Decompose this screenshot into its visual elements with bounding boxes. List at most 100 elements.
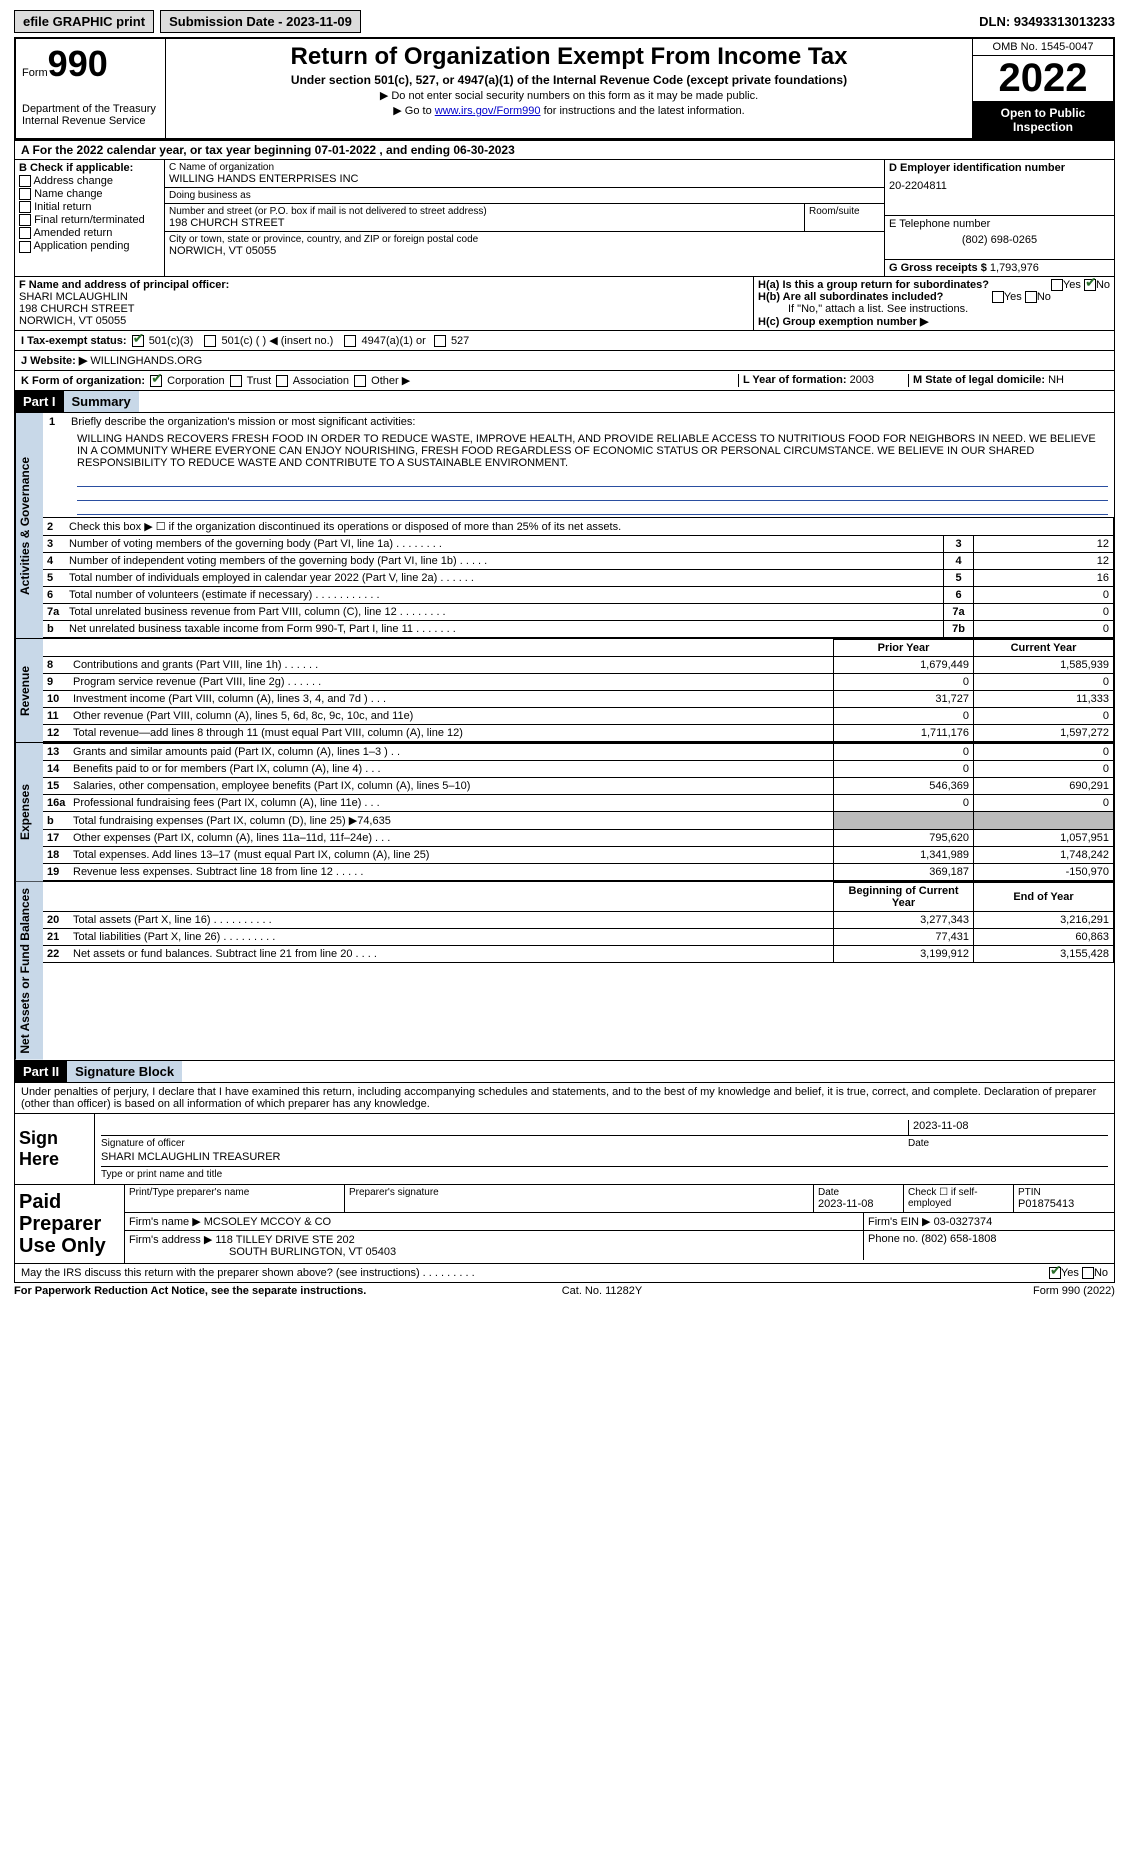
org-name-label: C Name of organization	[169, 162, 880, 173]
firm-ein: 03-0327374	[934, 1216, 993, 1228]
sig-date: 2023-11-08	[908, 1120, 1108, 1135]
row-a-tax-year: A For the 2022 calendar year, or tax yea…	[14, 140, 1115, 160]
col-h-group: H(a) Is this a group return for subordin…	[754, 277, 1114, 330]
sign-here-label: Sign Here	[15, 1114, 95, 1184]
vtab-expenses: Expenses	[15, 743, 43, 881]
efile-button[interactable]: efile GRAPHIC print	[14, 10, 154, 33]
row-j-website: J Website: ▶ WILLINGHANDS.ORG	[14, 351, 1115, 371]
sig-name-label: Type or print name and title	[101, 1169, 1108, 1180]
form-label: Form	[22, 67, 48, 79]
chk-address-change[interactable]: Address change	[19, 175, 160, 187]
table-row: 21Total liabilities (Part X, line 26) . …	[43, 929, 1114, 946]
gross-label: G Gross receipts $	[889, 262, 987, 274]
room-label: Room/suite	[809, 206, 880, 217]
col-c-org-info: C Name of organization WILLING HANDS ENT…	[165, 160, 884, 276]
table-row: 5Total number of individuals employed in…	[43, 570, 1114, 587]
part2-title: Signature Block	[67, 1061, 182, 1082]
note-link: ▶ Go to www.irs.gov/Form990 for instruct…	[172, 104, 966, 117]
officer-addr1: 198 CHURCH STREET	[19, 303, 749, 315]
hc-label: H(c) Group exemption number ▶	[758, 315, 1110, 328]
table-row: 19Revenue less expenses. Subtract line 1…	[43, 864, 1114, 881]
table-row: 22Net assets or fund balances. Subtract …	[43, 946, 1114, 963]
b-label: B Check if applicable:	[19, 162, 160, 174]
vtab-activities: Activities & Governance	[15, 413, 43, 638]
ein-value: 20-2204811	[889, 180, 1110, 192]
chk-discuss-no[interactable]	[1082, 1267, 1094, 1279]
org-name: WILLING HANDS ENTERPRISES INC	[169, 173, 880, 185]
sig-name: SHARI MCLAUGHLIN TREASURER	[101, 1151, 281, 1166]
chk-name-change[interactable]: Name change	[19, 188, 160, 200]
table-row: 3Number of voting members of the governi…	[43, 536, 1114, 553]
city: NORWICH, VT 05055	[169, 245, 880, 257]
dln: DLN: 93493313013233	[979, 14, 1115, 29]
table-row: 7aTotal unrelated business revenue from …	[43, 604, 1114, 621]
chk-other[interactable]	[354, 375, 366, 387]
table-row: bNet unrelated business taxable income f…	[43, 621, 1114, 638]
row-i-tax-status: I Tax-exempt status: 501(c)(3) 501(c) ( …	[14, 331, 1115, 351]
form-title: Return of Organization Exempt From Incom…	[172, 43, 966, 71]
firm-addr: 118 TILLEY DRIVE STE 202	[215, 1234, 354, 1246]
part1-hdr: Part I	[15, 391, 64, 412]
footer-discuss: May the IRS discuss this return with the…	[14, 1264, 1115, 1283]
irs-link[interactable]: www.irs.gov/Form990	[435, 105, 541, 117]
dba-label: Doing business as	[169, 190, 880, 201]
header-right: OMB No. 1545-0047 2022 Open to Public In…	[973, 39, 1113, 138]
table-row: 20Total assets (Part X, line 16) . . . .…	[43, 912, 1114, 929]
chk-501c3[interactable]	[132, 335, 144, 347]
chk-501c[interactable]	[204, 335, 216, 347]
part2-hdr: Part II	[15, 1061, 67, 1082]
city-label: City or town, state or province, country…	[169, 234, 880, 245]
addr-label: Number and street (or P.O. box if mail i…	[169, 206, 800, 217]
table-row: 13Grants and similar amounts paid (Part …	[43, 744, 1114, 761]
chk-discuss-yes[interactable]	[1049, 1267, 1061, 1279]
chk-final-return[interactable]: Final return/terminated	[19, 214, 160, 226]
ptin: P01875413	[1018, 1198, 1110, 1210]
col-b-checkboxes: B Check if applicable: Address change Na…	[15, 160, 165, 276]
form-number-box: Form990 Department of the Treasury Inter…	[16, 39, 166, 138]
col-f-officer: F Name and address of principal officer:…	[15, 277, 754, 330]
table-row: 18Total expenses. Add lines 13–17 (must …	[43, 847, 1114, 864]
header-center: Return of Organization Exempt From Incom…	[166, 39, 973, 138]
table-row: 8Contributions and grants (Part VIII, li…	[43, 657, 1114, 674]
ein-label: D Employer identification number	[889, 162, 1110, 174]
submission-date: Submission Date - 2023-11-09	[160, 10, 361, 33]
note-ssn: ▶ Do not enter social security numbers o…	[172, 89, 966, 102]
ha-label: H(a) Is this a group return for subordin…	[758, 279, 989, 291]
chk-assoc[interactable]	[276, 375, 288, 387]
prep-date: 2023-11-08	[818, 1198, 899, 1210]
chk-trust[interactable]	[230, 375, 242, 387]
sig-date-label: Date	[908, 1138, 1108, 1149]
tax-year: 2022	[973, 56, 1113, 102]
table-row: 14Benefits paid to or for members (Part …	[43, 761, 1114, 778]
table-row: 2Check this box ▶ ☐ if the organization …	[43, 518, 1114, 536]
chk-amended[interactable]: Amended return	[19, 227, 160, 239]
h-note: If "No," attach a list. See instructions…	[758, 303, 1110, 315]
table-row: 12Total revenue—add lines 8 through 11 (…	[43, 725, 1114, 742]
phone-label: E Telephone number	[889, 218, 1110, 230]
form-990: 990	[48, 43, 108, 84]
table-row: 11Other revenue (Part VIII, column (A), …	[43, 708, 1114, 725]
cat-no: Cat. No. 11282Y	[562, 1285, 643, 1297]
chk-4947[interactable]	[344, 335, 356, 347]
table-row: 4Number of independent voting members of…	[43, 553, 1114, 570]
table-row: 15Salaries, other compensation, employee…	[43, 778, 1114, 795]
f-label: F Name and address of principal officer:	[19, 279, 749, 291]
chk-initial-return[interactable]: Initial return	[19, 201, 160, 213]
chk-527[interactable]	[434, 335, 446, 347]
table-row: bTotal fundraising expenses (Part IX, co…	[43, 812, 1114, 830]
chk-corp[interactable]	[150, 375, 162, 387]
phone-value: (802) 698-0265	[889, 234, 1110, 246]
firm-name: MCSOLEY MCCOY & CO	[204, 1216, 331, 1228]
vtab-revenue: Revenue	[15, 639, 43, 742]
q1-text: Briefly describe the organization's miss…	[71, 416, 415, 428]
form-subtitle: Under section 501(c), 527, or 4947(a)(1)…	[172, 73, 966, 87]
officer-addr2: NORWICH, VT 05055	[19, 315, 749, 327]
open-to-public: Open to Public Inspection	[973, 102, 1113, 138]
omb-number: OMB No. 1545-0047	[973, 39, 1113, 56]
website: WILLINGHANDS.ORG	[90, 355, 202, 367]
chk-app-pending[interactable]: Application pending	[19, 240, 160, 252]
hb-label: H(b) Are all subordinates included?	[758, 291, 943, 303]
table-row: 9Program service revenue (Part VIII, lin…	[43, 674, 1114, 691]
row-k-org-form: K Form of organization: Corporation Trus…	[14, 371, 1115, 391]
paid-preparer-label: Paid Preparer Use Only	[15, 1185, 125, 1263]
